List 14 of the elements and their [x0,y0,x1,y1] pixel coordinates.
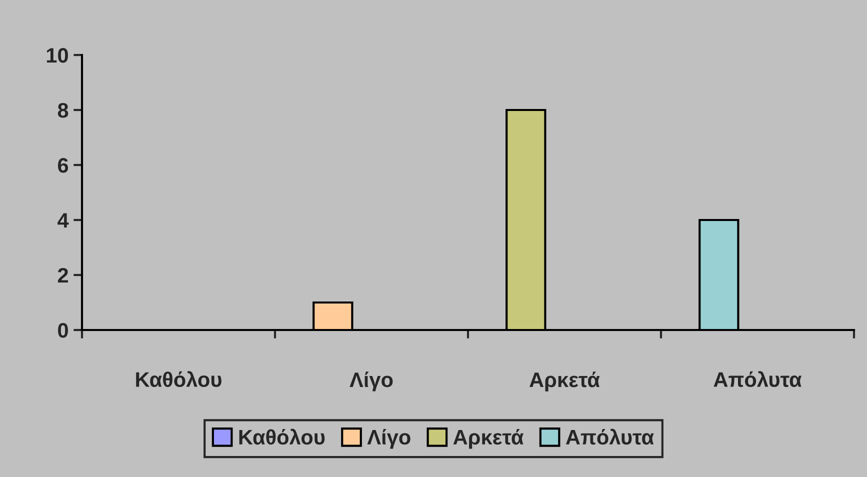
legend-label: Απόλυτα [566,428,654,445]
y-tick-label: 0 [58,323,68,338]
legend-label: Λίγο [367,429,410,449]
x-tick-label: Απόλυτα [714,371,802,387]
legend-label: Αρκετά [453,429,524,449]
y-tick-label: 8 [58,103,68,118]
x-tick-label: Αρκετά [530,372,600,392]
y-tick-label: 10 [46,48,68,63]
x-tick-label: Λίγο [350,372,393,392]
legend-label: Καθόλου [239,428,325,445]
y-tick-label: 6 [58,158,68,173]
y-tick-label: 2 [58,268,68,283]
x-tick-label: Καθόλου [136,371,222,387]
y-tick-label: 4 [58,213,69,228]
